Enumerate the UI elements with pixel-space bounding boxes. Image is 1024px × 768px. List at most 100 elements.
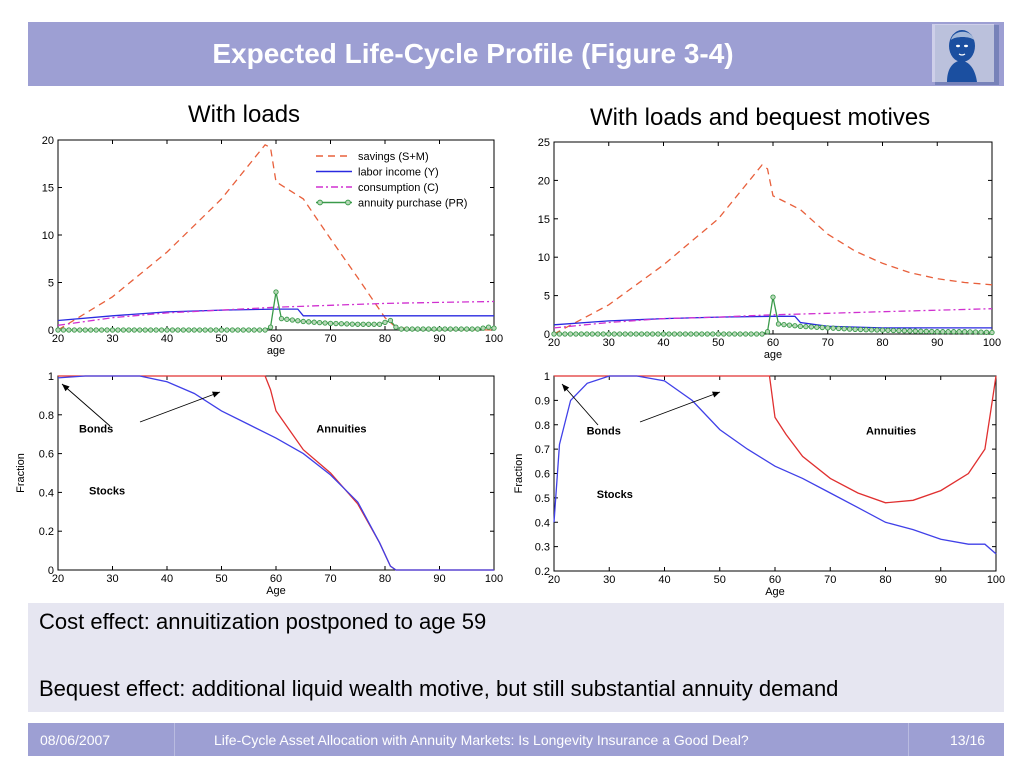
- data-point: [972, 329, 979, 335]
- y-tick-label: 15: [538, 214, 550, 226]
- data-point: [638, 331, 645, 337]
- data-point: [186, 327, 192, 333]
- annotation-arrowhead: [212, 391, 220, 398]
- data-point: [677, 331, 683, 337]
- annotation-arrow: [561, 383, 599, 426]
- data-point: [600, 331, 606, 337]
- data-point: [256, 327, 263, 333]
- data-point: [649, 331, 656, 337]
- footer-divider: [908, 723, 909, 756]
- y-axis-label: Fraction: [15, 453, 27, 493]
- data-point: [235, 327, 241, 333]
- x-tick-label: 20: [548, 574, 560, 586]
- x-tick-label: 80: [379, 573, 391, 585]
- x-tick-label: 50: [714, 574, 726, 586]
- data-point: [606, 331, 612, 337]
- y-tick-label: 20: [42, 135, 54, 147]
- data-point: [819, 324, 825, 331]
- slide-title: Expected Life-Cycle Profile (Figure 3-4): [212, 38, 734, 69]
- x-tick-label: 50: [712, 337, 724, 349]
- annotation-arrow: [61, 383, 111, 427]
- data-point: [814, 324, 820, 330]
- plot-frame: [57, 139, 495, 331]
- footer-title: Life-Cycle Asset Allocation with Annuity…: [214, 732, 749, 748]
- x-tick-label: 20: [52, 333, 64, 345]
- y-tick-label: 0.6: [39, 449, 54, 461]
- data-point: [213, 327, 219, 333]
- x-tick-label: 30: [106, 573, 118, 585]
- y-tick-label: 20: [538, 175, 550, 187]
- data-point: [792, 323, 798, 329]
- data-point: [989, 329, 995, 336]
- data-point: [715, 331, 721, 337]
- data-point: [131, 327, 137, 333]
- data-point: [617, 331, 623, 337]
- data-point: [912, 328, 918, 334]
- data-point: [775, 321, 782, 327]
- data-point: [289, 317, 295, 323]
- data-point: [485, 324, 492, 330]
- data-point: [284, 316, 290, 322]
- data-point: [360, 321, 366, 327]
- x-tick-label: 60: [767, 337, 779, 349]
- data-point: [841, 326, 847, 332]
- data-point: [180, 327, 187, 333]
- data-point: [693, 331, 700, 337]
- series-line-0: [553, 164, 993, 335]
- data-point: [71, 327, 77, 333]
- annotation-bonds: Bonds: [79, 423, 113, 435]
- series-line-2: [57, 300, 495, 326]
- data-point: [295, 318, 301, 324]
- data-point: [431, 326, 437, 332]
- data-point: [951, 329, 957, 335]
- data-point: [945, 329, 951, 335]
- data-point: [322, 320, 328, 326]
- plot-frame: [553, 375, 997, 572]
- y-tick-label: 5: [48, 278, 54, 290]
- data-point: [147, 327, 154, 333]
- data-point: [567, 331, 574, 337]
- chart-savings-with-loads: 20 30 40 50 60 70 80 90 100 0 5 10 15 20 age savings (S…: [42, 135, 503, 357]
- data-point: [453, 326, 459, 332]
- data-point: [666, 331, 672, 337]
- data-point: [742, 331, 749, 337]
- data-point: [229, 327, 236, 333]
- data-point: [420, 326, 426, 332]
- y-tick-label: 0: [48, 565, 54, 577]
- y-tick-label: 0.3: [535, 542, 550, 554]
- data-point: [442, 326, 448, 332]
- subhead-with-loads: With loads: [188, 101, 301, 128]
- series-line-1: [553, 375, 997, 555]
- footer-divider: [174, 723, 175, 756]
- data-point: [398, 326, 404, 332]
- data-point: [983, 329, 990, 335]
- data-point: [852, 326, 858, 333]
- data-point: [874, 327, 880, 333]
- legend-marker: [345, 199, 351, 206]
- data-point: [371, 321, 377, 327]
- data-point: [808, 324, 814, 330]
- data-point: [365, 321, 372, 327]
- y-tick-label: 0.2: [39, 526, 54, 538]
- y-tick-label: 1: [48, 371, 54, 383]
- chart-fraction-with-loads: 20 30 40 50 60 70 80 90 100 0 0.2 0.4 0.6 0.8 1 Age Frac…: [15, 371, 503, 597]
- data-point: [836, 325, 842, 332]
- data-point: [191, 327, 197, 333]
- x-tick-label: 80: [379, 333, 391, 345]
- data-point: [901, 328, 908, 334]
- annotation-arrow: [639, 391, 721, 423]
- data-point: [929, 328, 935, 335]
- data-point: [333, 320, 339, 327]
- data-point: [393, 324, 399, 330]
- data-point: [60, 327, 67, 333]
- plot-frame: [553, 141, 993, 335]
- x-tick-label: 20: [548, 337, 560, 349]
- data-point: [737, 331, 743, 337]
- data-point: [961, 329, 968, 335]
- data-point: [628, 331, 634, 337]
- y-tick-label: 15: [42, 183, 54, 195]
- data-point: [907, 328, 913, 334]
- data-point: [153, 327, 159, 333]
- x-tick-label: 40: [658, 574, 670, 586]
- data-point: [169, 327, 176, 333]
